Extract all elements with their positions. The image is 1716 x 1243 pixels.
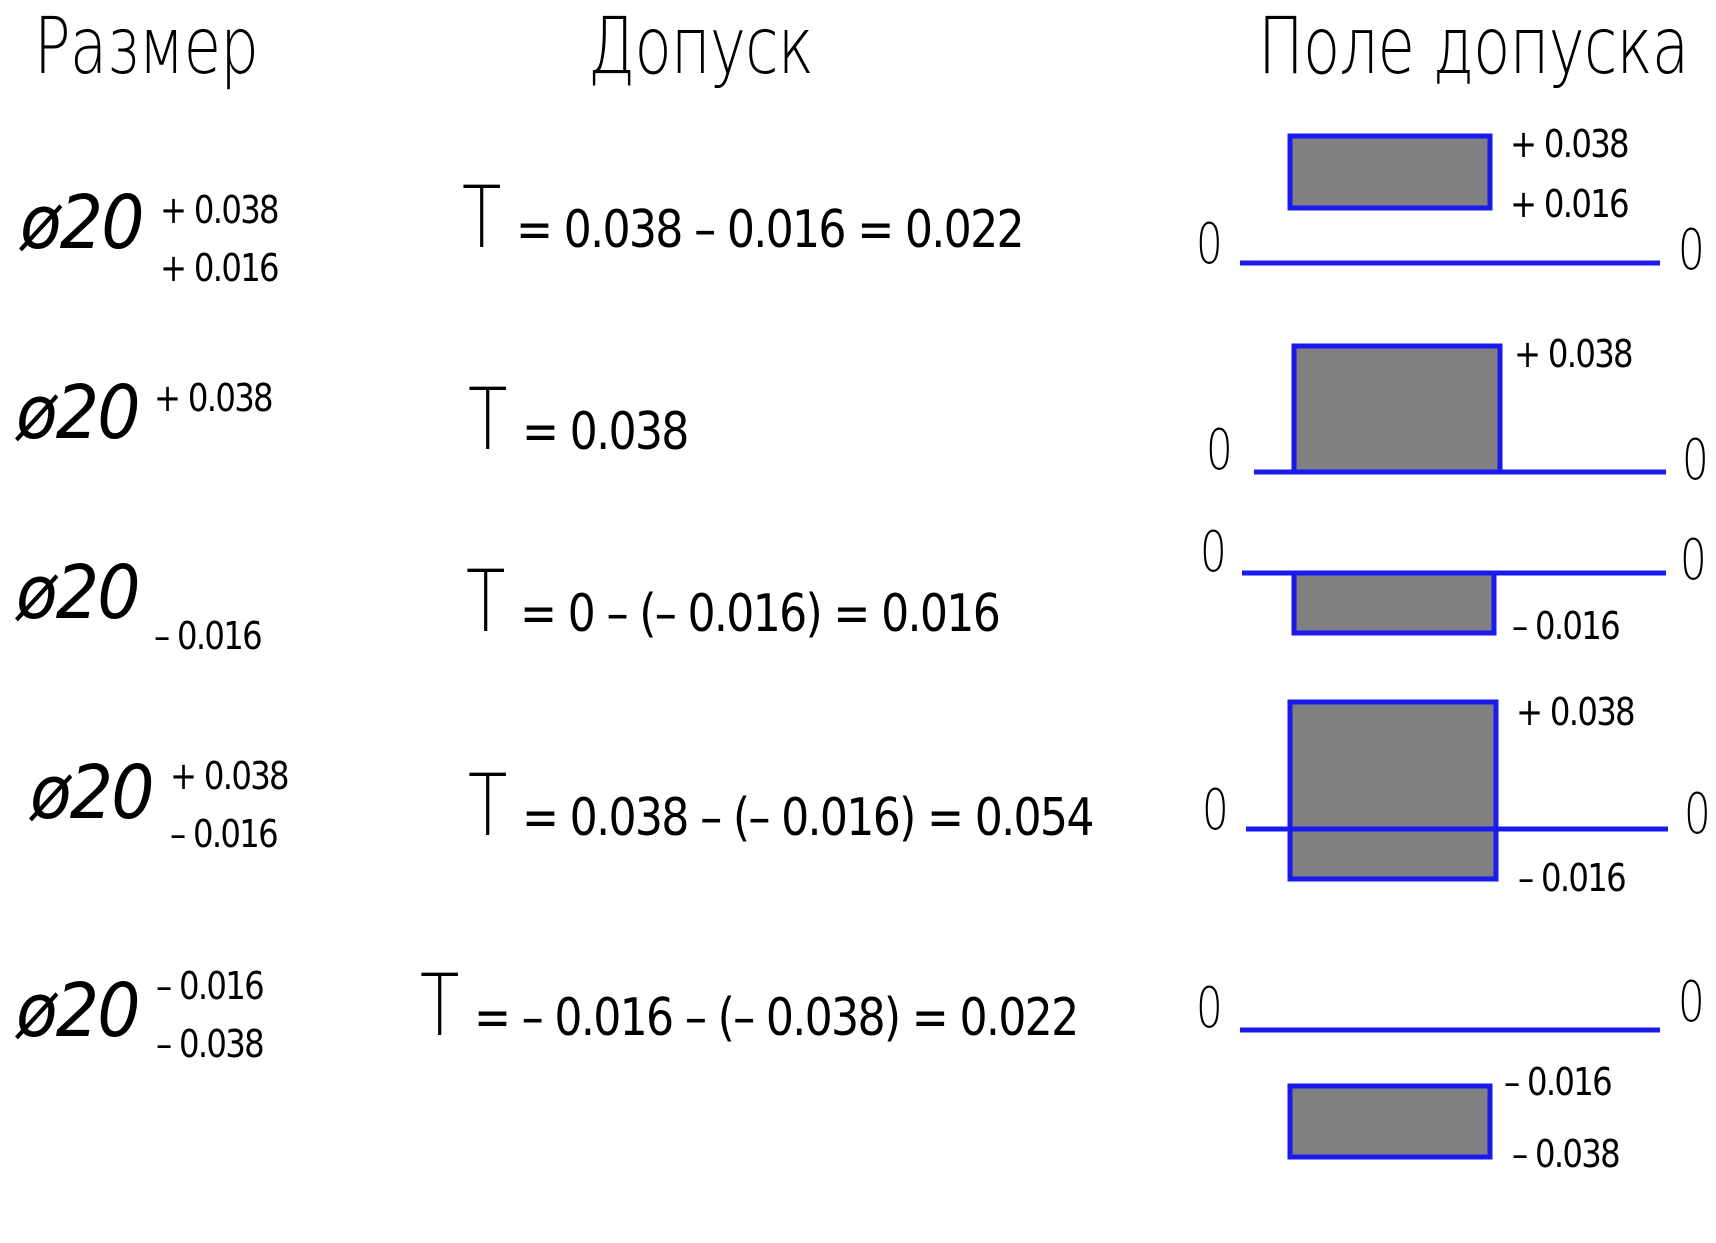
field-lower-label: – 0.016 bbox=[1512, 604, 1621, 648]
tolerance-symbol: T bbox=[462, 168, 502, 268]
upper-deviation: + 0.038 bbox=[160, 188, 280, 232]
field-upper-label: + 0.038 bbox=[1516, 690, 1636, 734]
field-upper-label: + 0.038 bbox=[1514, 332, 1634, 376]
dimension-nominal: ø20 bbox=[16, 968, 141, 1054]
field-upper-label: + 0.038 bbox=[1510, 122, 1630, 166]
header-size: Размер bbox=[34, 2, 259, 92]
tolerance-formula: T = 0.038 bbox=[468, 370, 717, 470]
dimension-nominal: ø20 bbox=[16, 370, 141, 456]
zero-label-left: 0 bbox=[1206, 418, 1233, 483]
tolerance-formula: T = 0 – (– 0.016) = 0.016 bbox=[466, 552, 1084, 652]
header-tolerance: Допуск bbox=[588, 2, 814, 92]
tolerance-formula: T = – 0.016 – (– 0.038) = 0.022 bbox=[420, 956, 1184, 1056]
upper-deviation: + 0.038 bbox=[170, 754, 290, 798]
field-lower-label: – 0.038 bbox=[1512, 1132, 1621, 1176]
tolerance-symbol: T bbox=[466, 552, 506, 652]
tolerance-field-rect bbox=[1287, 1083, 1493, 1160]
lower-deviation: – 0.038 bbox=[156, 1022, 265, 1066]
zero-label-left: 0 bbox=[1196, 976, 1223, 1041]
header-tolerance-field: Поле допуска bbox=[1258, 2, 1689, 92]
dimension-nominal: ø20 bbox=[20, 180, 145, 266]
tolerance-field-rect bbox=[1291, 570, 1497, 636]
tolerance-field-rect bbox=[1291, 343, 1503, 475]
tolerance-symbol: T bbox=[468, 370, 508, 470]
lower-deviation: + 0.016 bbox=[160, 246, 280, 290]
tolerance-expression: = 0.038 – (– 0.016) = 0.054 bbox=[522, 788, 1094, 848]
zero-label-left: 0 bbox=[1196, 212, 1223, 277]
tolerance-symbol: T bbox=[420, 956, 460, 1056]
tolerance-expression: = 0.038 bbox=[522, 402, 689, 462]
tolerance-expression: = – 0.016 – (– 0.038) = 0.022 bbox=[474, 988, 1079, 1048]
tolerance-expression: = 0.038 – 0.016 = 0.022 bbox=[516, 200, 1025, 260]
upper-deviation: + 0.038 bbox=[154, 376, 274, 420]
tolerance-field-rect bbox=[1287, 699, 1499, 882]
field-lower-label: + 0.016 bbox=[1510, 182, 1630, 226]
field-upper-label: – 0.016 bbox=[1504, 1060, 1613, 1104]
lower-deviation: – 0.016 bbox=[154, 614, 263, 658]
tolerance-field-rect bbox=[1287, 133, 1493, 211]
tolerance-symbol: T bbox=[468, 756, 508, 856]
zero-label-right: 0 bbox=[1678, 218, 1705, 283]
zero-label-right: 0 bbox=[1682, 428, 1709, 493]
tolerance-formula: T = 0.038 – (– 0.016) = 0.054 bbox=[468, 756, 1194, 856]
zero-label-right: 0 bbox=[1678, 970, 1705, 1035]
dimension-nominal: ø20 bbox=[16, 550, 141, 636]
upper-deviation: – 0.016 bbox=[156, 964, 265, 1008]
zero-label-right: 0 bbox=[1684, 782, 1711, 847]
zero-label-left: 0 bbox=[1200, 520, 1227, 585]
zero-label-right: 0 bbox=[1680, 528, 1707, 593]
tolerance-expression: = 0 – (– 0.016) = 0.016 bbox=[520, 584, 1001, 644]
field-lower-label: – 0.016 bbox=[1518, 856, 1627, 900]
zero-label-left: 0 bbox=[1202, 778, 1229, 843]
dimension-nominal: ø20 bbox=[30, 750, 155, 836]
tolerance-formula: T = 0.038 – 0.016 = 0.022 bbox=[462, 168, 1112, 268]
lower-deviation: – 0.016 bbox=[170, 812, 279, 856]
